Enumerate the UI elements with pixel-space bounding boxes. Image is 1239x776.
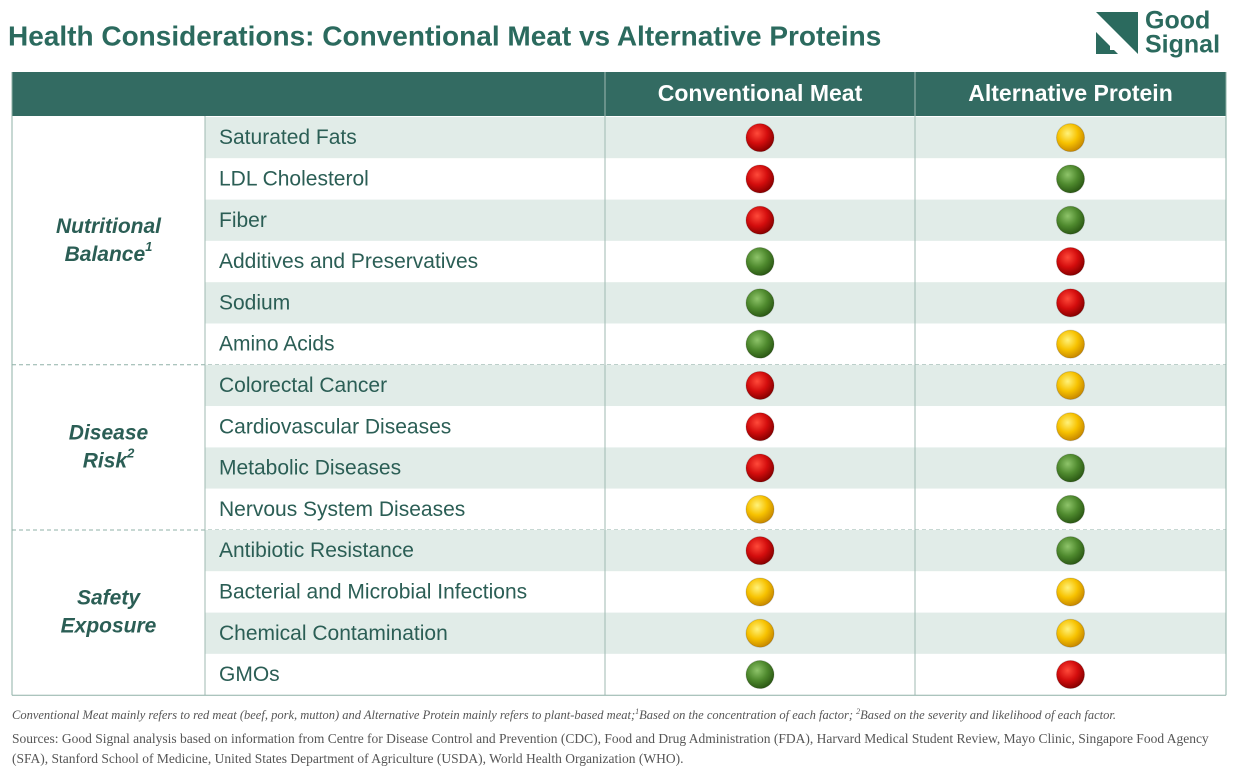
row-band	[205, 653, 1226, 696]
group-label: Nutritional	[56, 214, 162, 237]
rating-dot	[745, 288, 775, 318]
factor-label: Amino Acids	[219, 333, 335, 356]
rating-dot	[745, 577, 775, 607]
factor-label: Cardiovascular Diseases	[219, 415, 451, 438]
rating-dot	[745, 618, 775, 648]
logo-word: Good	[1145, 7, 1210, 35]
row-band	[205, 488, 1226, 530]
group-label: Exposure	[61, 614, 157, 637]
rating-dot	[745, 412, 775, 442]
table-figure: Health Considerations: Conventional Meat…	[8, 7, 1227, 696]
factor-label: Sodium	[219, 291, 290, 314]
footnote-text: Based on the concentration of each facto…	[639, 708, 857, 723]
factor-label: Nervous System Diseases	[219, 498, 465, 521]
group-label: Disease	[69, 421, 149, 444]
logo-word: Signal	[1145, 31, 1220, 59]
sources: Sources: Good Signal analysis based on i…	[12, 731, 1209, 766]
column-header: Alternative Protein	[968, 80, 1173, 106]
row-band	[205, 571, 1226, 613]
row-band	[205, 282, 1226, 324]
rating-dot	[1056, 123, 1085, 153]
row-band	[205, 447, 1226, 489]
rating-dot	[745, 660, 775, 690]
rating-dot	[1056, 412, 1085, 442]
row-band	[205, 406, 1226, 448]
rating-dot	[1056, 618, 1085, 648]
rating-dot	[1056, 536, 1085, 566]
factor-label: GMOs	[219, 663, 280, 686]
rating-dot	[1056, 164, 1085, 194]
row-band	[205, 323, 1226, 365]
row-band	[205, 364, 1226, 407]
rating-dot	[745, 329, 775, 359]
rating-dot	[1056, 660, 1085, 690]
group-label-sup: 2	[126, 446, 135, 461]
rating-dot	[745, 453, 775, 483]
rating-dot	[1056, 577, 1085, 607]
rating-dot	[745, 247, 775, 277]
row-band	[205, 612, 1226, 654]
title: Health Considerations: Conventional Meat…	[8, 20, 881, 51]
factor-label: Chemical Contamination	[219, 622, 448, 645]
row-band	[205, 240, 1226, 283]
rating-dot	[745, 536, 775, 566]
factor-label: Colorectal Cancer	[219, 374, 387, 397]
rating-dot	[745, 370, 775, 400]
header-row	[12, 72, 1226, 116]
footnote: Conventional Meat mainly refers to red m…	[12, 707, 1227, 723]
rating-dot	[745, 164, 775, 194]
rating-dot	[1056, 288, 1085, 318]
logo: Good Signal	[1096, 7, 1220, 59]
factor-label: Metabolic Diseases	[219, 457, 401, 480]
footnote-mark: 2	[856, 707, 861, 716]
row-band	[205, 199, 1226, 241]
row-band	[205, 158, 1226, 200]
column-header: Conventional Meat	[658, 80, 863, 106]
rating-dot	[1056, 370, 1085, 400]
factor-label: Additives and Preservatives	[219, 250, 478, 273]
rating-dot	[1056, 247, 1085, 277]
rating-dot	[745, 205, 775, 235]
footnote-text: Conventional Meat mainly refers to red m…	[12, 708, 636, 723]
rating-dot	[745, 494, 775, 524]
rating-dot	[1056, 453, 1085, 483]
group-label-sup: 1	[145, 239, 152, 254]
factor-label: Saturated Fats	[219, 126, 357, 149]
footnote-text: Based on the severity and likelihood of …	[860, 708, 1116, 723]
factor-label: Fiber	[219, 209, 267, 232]
factor-label: Bacterial and Microbial Infections	[219, 580, 527, 603]
factor-label: LDL Cholesterol	[219, 167, 369, 190]
row-band	[205, 530, 1226, 572]
footnote-mark: 1	[635, 707, 640, 716]
rating-dot	[745, 123, 775, 153]
rating-dot	[1056, 329, 1085, 359]
group-label: Balance1	[65, 239, 153, 265]
rating-dot	[1056, 205, 1085, 235]
rating-dot	[1056, 494, 1085, 524]
row-band	[205, 117, 1226, 159]
factor-label: Antibiotic Resistance	[219, 539, 414, 562]
group-label: Safety	[77, 586, 141, 609]
group-label: Risk2	[83, 446, 135, 472]
